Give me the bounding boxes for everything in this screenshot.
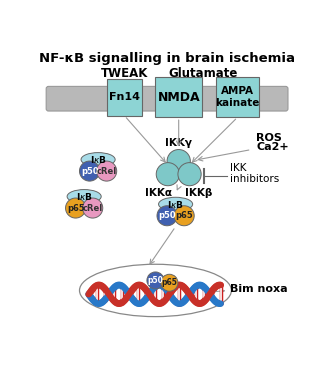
Circle shape — [161, 274, 178, 291]
FancyBboxPatch shape — [107, 79, 141, 116]
Circle shape — [174, 206, 194, 226]
Circle shape — [80, 161, 100, 181]
FancyBboxPatch shape — [216, 77, 259, 117]
Text: NF-κB signalling in brain ischemia: NF-κB signalling in brain ischemia — [39, 52, 295, 65]
Circle shape — [167, 149, 190, 172]
Circle shape — [96, 161, 117, 181]
Text: Glutamate: Glutamate — [169, 67, 238, 80]
Text: IKKα: IKKα — [145, 188, 172, 198]
Text: cRel: cRel — [96, 167, 117, 175]
Text: p65: p65 — [175, 211, 193, 220]
Text: IKK
inhibitors: IKK inhibitors — [230, 163, 279, 184]
Ellipse shape — [158, 197, 193, 211]
Circle shape — [82, 198, 103, 218]
Text: p50: p50 — [158, 211, 176, 220]
Text: IKKγ: IKKγ — [165, 138, 192, 148]
Ellipse shape — [80, 264, 231, 317]
Text: Ca2+: Ca2+ — [256, 142, 289, 152]
FancyBboxPatch shape — [156, 77, 202, 117]
Ellipse shape — [67, 190, 101, 203]
Circle shape — [156, 163, 180, 186]
Circle shape — [147, 272, 164, 289]
Text: I$\kappa$B: I$\kappa$B — [76, 191, 93, 202]
Text: Fn14: Fn14 — [109, 92, 140, 102]
Text: TWEAK: TWEAK — [101, 67, 148, 80]
Text: I$\kappa$B: I$\kappa$B — [167, 199, 184, 210]
Text: p65: p65 — [161, 278, 177, 287]
Text: NMDA: NMDA — [157, 91, 200, 103]
Text: IKKβ: IKKβ — [185, 188, 213, 198]
Text: cRel: cRel — [82, 204, 103, 212]
Text: Bim noxa: Bim noxa — [230, 284, 288, 294]
Text: ROS: ROS — [256, 132, 282, 143]
Circle shape — [66, 198, 86, 218]
Text: AMPA
kainate: AMPA kainate — [215, 86, 260, 108]
Text: I$\kappa$B: I$\kappa$B — [90, 154, 107, 165]
Ellipse shape — [81, 153, 115, 167]
FancyBboxPatch shape — [46, 86, 288, 111]
Text: p65: p65 — [67, 204, 84, 212]
Circle shape — [178, 163, 201, 186]
Text: p50: p50 — [81, 167, 98, 175]
Circle shape — [157, 206, 177, 226]
Text: p50: p50 — [147, 276, 163, 285]
